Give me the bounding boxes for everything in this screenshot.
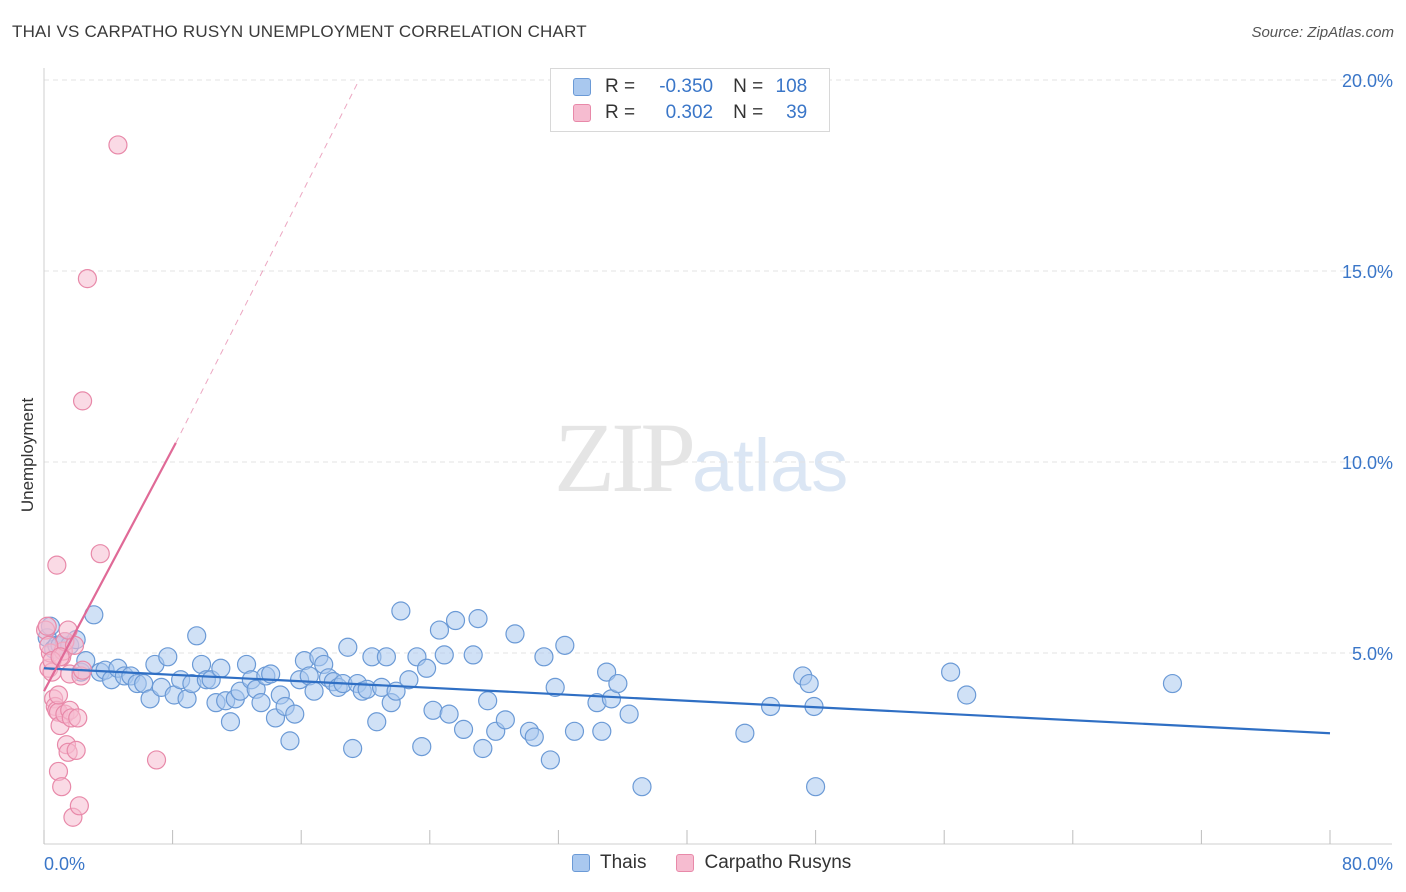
thai-point	[608, 673, 628, 694]
correlation-legend: R = -0.350 N = 108 R = 0.302 N = 39	[550, 68, 830, 132]
thai-point	[439, 704, 459, 724]
legend-thai-n-label: N =	[733, 76, 764, 97]
rusyn-point	[77, 269, 98, 289]
thai-point	[453, 719, 474, 740]
thai-point	[632, 777, 652, 797]
thai-point	[140, 689, 160, 709]
thai-point	[524, 727, 544, 747]
legend-rusyn-n-label: N =	[733, 102, 764, 123]
thai-point	[534, 647, 554, 667]
thai-point	[285, 704, 305, 724]
thai-point	[957, 685, 977, 705]
thai-point	[495, 710, 515, 730]
legend-thai-n-value: 108	[775, 76, 808, 97]
thai-point	[158, 647, 178, 667]
rusyn-point	[52, 777, 72, 797]
thai-point	[941, 662, 961, 682]
legend-row-thai: R = -0.350 N = 108	[573, 74, 807, 100]
thai-point	[505, 624, 525, 644]
legend-rusyn-r-label: R =	[605, 102, 636, 123]
y-tick-label: 10.0%	[1342, 453, 1393, 473]
thai-point	[391, 601, 411, 621]
thai-point	[799, 673, 819, 694]
thai-point	[735, 723, 755, 743]
thai-point	[367, 712, 387, 732]
thai-point	[251, 693, 271, 713]
thai-point	[399, 670, 419, 690]
thai-point	[592, 721, 612, 741]
y-tick-label: 5.0%	[1352, 644, 1393, 664]
thai-point	[376, 647, 396, 667]
legend-rusyn-n-value: 39	[786, 102, 808, 123]
thai-point	[338, 637, 358, 657]
y-tick-label: 20.0%	[1342, 71, 1393, 91]
thais-legend-swatch	[572, 854, 590, 872]
rusyn-point	[146, 750, 167, 770]
rusyn-point	[90, 544, 110, 564]
thai-point	[760, 696, 781, 717]
thai-point	[619, 704, 639, 724]
thai-point	[555, 635, 575, 655]
rusyn-swatch	[573, 104, 591, 122]
legend-rusyn-r-value: 0.302	[665, 102, 714, 123]
series-legend-carpatho-rusyns[interactable]: Carpatho Rusyns	[676, 852, 851, 874]
legend-thai-r-label: R =	[605, 76, 636, 97]
rusyns-legend-label: Carpatho Rusyns	[704, 852, 852, 873]
rusyn-point	[48, 685, 69, 705]
series-legend-thais[interactable]: Thais	[572, 852, 646, 874]
thai-point	[1162, 673, 1183, 694]
rusyn-point	[66, 740, 86, 761]
rusyn-point	[72, 391, 93, 411]
thai-point	[597, 662, 617, 682]
thai-point	[463, 645, 483, 665]
thai-point	[412, 736, 432, 757]
thai-point	[304, 681, 324, 701]
x-tick-label-max: 80.0%	[1342, 854, 1393, 874]
rusyn-point	[108, 135, 128, 155]
rusyns-legend-swatch	[676, 854, 695, 872]
thai-point	[187, 626, 207, 646]
rusyn-point	[37, 616, 57, 636]
thai-point	[220, 712, 241, 732]
thai-point	[540, 750, 560, 770]
rusyn-point	[47, 555, 67, 575]
y-tick-label: 15.0%	[1342, 262, 1393, 282]
watermark: ZIPatlas	[554, 400, 848, 515]
thai-trend-line	[43, 667, 1331, 735]
source-label: Source: ZipAtlas.com	[1251, 24, 1394, 41]
thai-point	[211, 658, 231, 678]
thai-point	[805, 777, 826, 797]
thai-point	[343, 738, 363, 759]
x-tick-label-min: 0.0%	[44, 854, 85, 874]
rusyn-trend-extension	[175, 79, 360, 444]
rusyn-trend-line	[43, 442, 177, 692]
thai-point	[564, 721, 585, 741]
thai-point	[434, 645, 454, 665]
rusyn-point	[68, 708, 88, 728]
thai-point	[478, 691, 498, 711]
thai-point	[280, 731, 300, 751]
watermark-zip: ZIP	[554, 402, 696, 513]
legend-thai-r-value: -0.350	[659, 76, 714, 97]
thai-point	[468, 609, 488, 629]
thais-legend-label: Thais	[600, 852, 647, 873]
rusyn-point	[58, 620, 78, 640]
chart-title: THAI VS CARPATHO RUSYN UNEMPLOYMENT CORR…	[12, 22, 587, 41]
legend-row-rusyn: R = 0.302 N = 39	[573, 100, 807, 126]
rusyn-point	[69, 796, 89, 816]
thai-point	[429, 620, 450, 640]
thai-point	[416, 658, 437, 678]
thai-point	[473, 738, 493, 759]
thai-swatch	[573, 78, 591, 96]
thai-point	[545, 677, 565, 697]
thai-point	[445, 610, 466, 631]
thai-point	[423, 700, 443, 720]
series-legend: Thais Carpatho Rusyns	[572, 852, 881, 874]
watermark-atlas: atlas	[692, 424, 849, 507]
